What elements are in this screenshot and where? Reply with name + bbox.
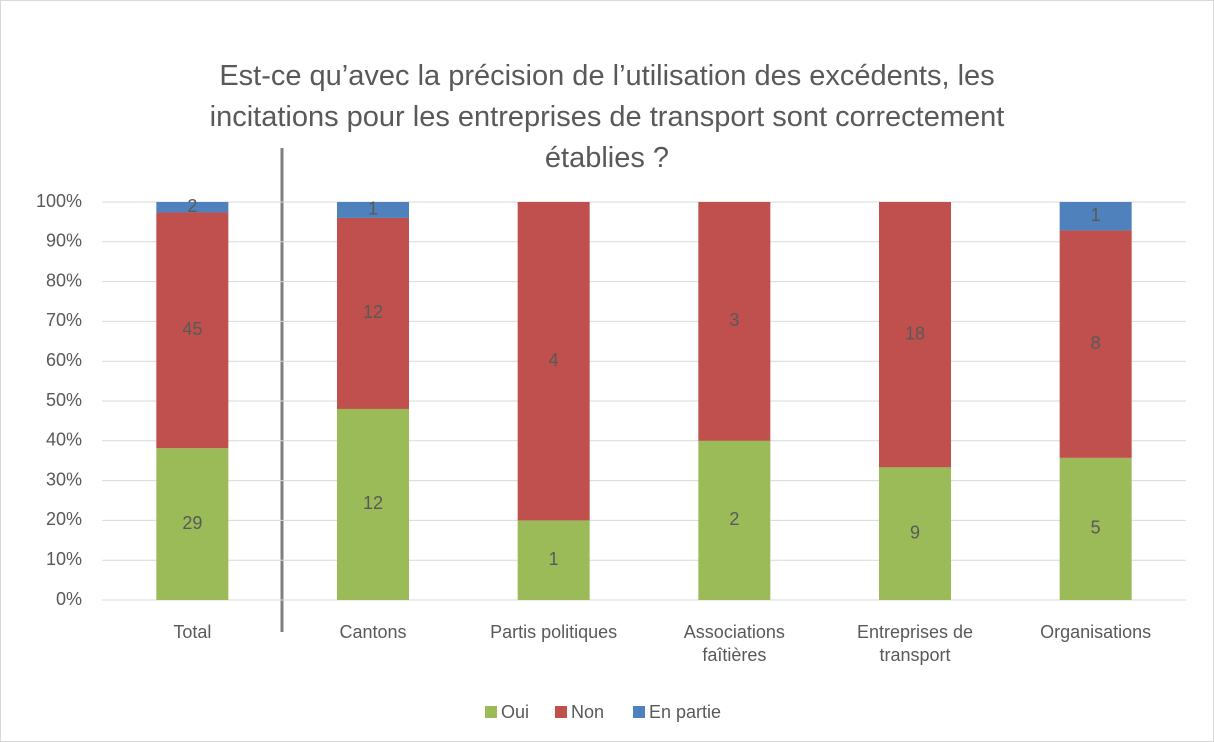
y-tick-label: 0% xyxy=(56,589,82,609)
bar-segment xyxy=(879,202,951,468)
legend-label: En partie xyxy=(649,702,721,722)
data-label: 9 xyxy=(910,522,920,542)
bar-segment xyxy=(1059,230,1132,458)
y-tick-label: 50% xyxy=(46,390,82,410)
data-label: 1 xyxy=(549,549,559,569)
legend-swatch xyxy=(485,706,497,718)
legend-swatch xyxy=(633,706,645,718)
legend-swatch xyxy=(555,706,567,718)
x-tick-label: Associations faîtières xyxy=(683,622,785,665)
chart-title: Est-ce qu’avec la précision de l’utilisa… xyxy=(209,60,1005,174)
data-label: 1 xyxy=(1091,205,1101,225)
y-tick-label: 70% xyxy=(46,310,82,330)
bar-segment xyxy=(1059,457,1132,600)
x-tick-label: Total xyxy=(173,622,212,642)
bar-segment xyxy=(337,202,409,218)
y-tick-label: 30% xyxy=(46,469,82,489)
data-label: 5 xyxy=(1091,518,1101,538)
data-label: 12 xyxy=(363,302,383,322)
y-tick-label: 90% xyxy=(46,231,82,251)
data-label: 1 xyxy=(368,199,378,219)
y-tick-label: 10% xyxy=(46,549,82,569)
bar-segment xyxy=(156,202,229,213)
data-label: 4 xyxy=(549,350,559,370)
y-tick-label: 20% xyxy=(46,509,82,529)
bar-segment xyxy=(337,217,409,409)
x-tick-label: Partis politiques xyxy=(490,622,618,642)
legend-label: Non xyxy=(571,702,604,722)
bar-segment xyxy=(156,212,229,449)
data-label: 2 xyxy=(187,196,197,216)
data-label: 3 xyxy=(729,310,739,330)
y-tick-label: 60% xyxy=(46,350,82,370)
y-tick-label: 80% xyxy=(46,270,82,290)
data-label: 12 xyxy=(363,493,383,513)
bar-segment xyxy=(698,202,771,441)
y-tick-label: 100% xyxy=(36,191,82,211)
bar-segment xyxy=(337,408,409,600)
y-tick-label: 40% xyxy=(46,430,82,450)
bar-segment xyxy=(517,202,590,521)
data-label: 8 xyxy=(1091,333,1101,353)
bar-segment xyxy=(517,520,590,600)
data-label: 29 xyxy=(182,513,202,533)
data-label: 45 xyxy=(182,319,202,339)
bar-segment xyxy=(698,440,771,600)
legend-label: Oui xyxy=(501,702,529,722)
bar-segment xyxy=(156,448,229,600)
data-label: 2 xyxy=(729,509,739,529)
x-tick-label: Entreprises de transport xyxy=(856,622,974,665)
bar-segment xyxy=(1059,202,1132,231)
x-tick-label: Cantons xyxy=(339,622,407,642)
x-tick-label: Organisations xyxy=(1040,622,1152,642)
bar-segment xyxy=(879,467,951,600)
data-label: 18 xyxy=(905,323,925,343)
